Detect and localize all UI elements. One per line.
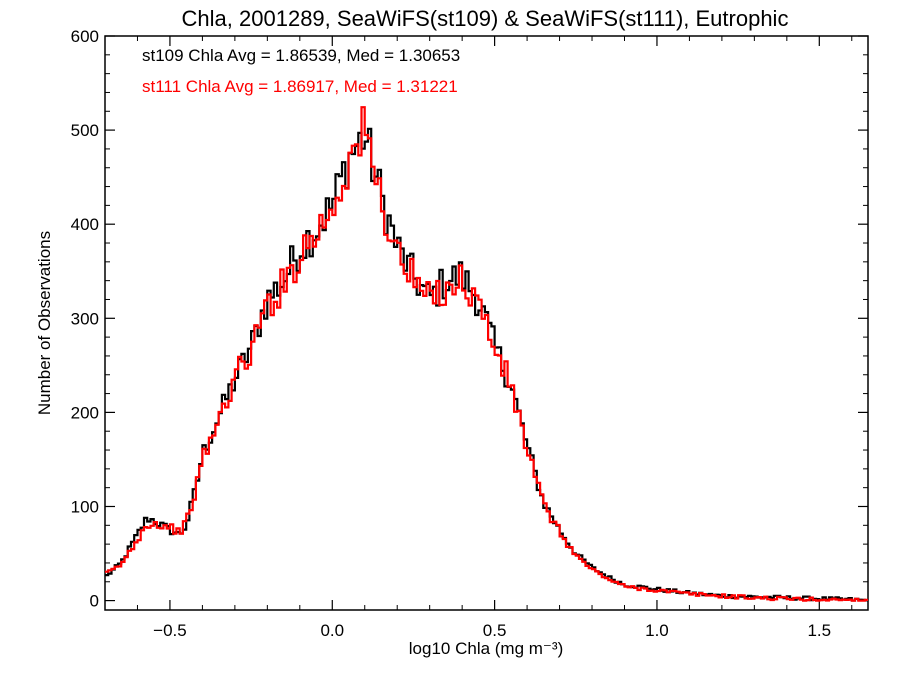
annotation-st109: st109 Chla Avg = 1.86539, Med = 1.30653: [142, 46, 460, 65]
x-axis-label: log10 Chla (mg m⁻³): [409, 639, 563, 658]
y-tick-label: 500: [71, 121, 99, 140]
chart-title: Chla, 2001289, SeaWiFS(st109) & SeaWiFS(…: [182, 6, 789, 31]
y-tick-label: 600: [71, 27, 99, 46]
y-tick-label: 0: [90, 592, 99, 611]
annotation-st111: st111 Chla Avg = 1.86917, Med = 1.31221: [142, 77, 458, 96]
plot-frame: [104, 35, 869, 611]
x-tick-label: 1.5: [807, 621, 831, 640]
x-tick-label: 1.0: [645, 621, 669, 640]
x-tick-label: −0.5: [153, 621, 187, 640]
y-tick-label: 400: [71, 215, 99, 234]
y-tick-label: 200: [71, 403, 99, 422]
y-tick-label: 300: [71, 309, 99, 328]
series-layer: [105, 106, 868, 602]
y-tick-label: 100: [71, 497, 99, 516]
x-tick-label: 0.5: [483, 621, 507, 640]
series-line-st111: [105, 106, 868, 602]
series-line-st109: [105, 127, 868, 602]
y-axis-label: Number of Observations: [35, 231, 54, 415]
axis-ticks: −0.5 0.0 0.5 1.0 1.5 0 100 200 300 400 500 600: [71, 27, 868, 640]
x-tick-label: 0.0: [320, 621, 344, 640]
